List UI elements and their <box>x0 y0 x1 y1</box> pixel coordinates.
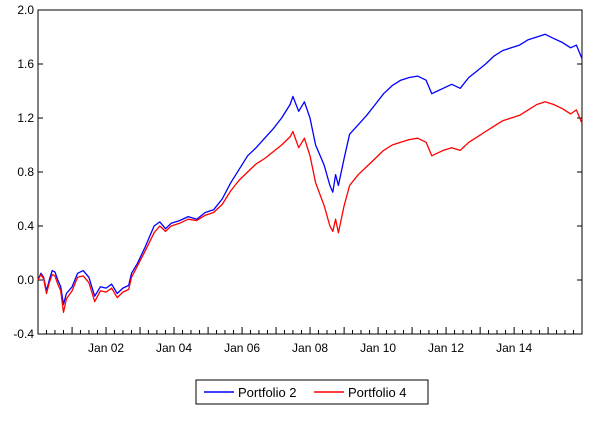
legend-box <box>195 379 429 405</box>
legend-label-portfolio-2: Portfolio 2 <box>238 385 297 400</box>
x-tick-label: Jan 04 <box>156 341 192 355</box>
plot-area: -0.40.00.40.81.21.62.0 Jan 02 Jan 04 Jan 0… <box>13 3 583 355</box>
series-layer <box>37 33 583 314</box>
x-tick-label: Jan 12 <box>428 341 464 355</box>
y-tick-label: 1.6 <box>17 57 34 71</box>
y-tick-label: 2.0 <box>17 3 34 17</box>
y-tick-label: -0.4 <box>13 327 34 341</box>
x-tick-label: Jan 08 <box>292 341 328 355</box>
y-tick-label: 0.4 <box>17 219 34 233</box>
legend-label-portfolio-4: Portfolio 4 <box>348 385 407 400</box>
x-tick-label: Jan 10 <box>360 341 396 355</box>
y-tick-label: 1.2 <box>17 111 34 125</box>
x-axis: Jan 02 Jan 04 Jan 06 Jan 08 Jan 10 Jan 12 Jan … <box>37 327 575 355</box>
y-tick-label: 0.8 <box>17 165 34 179</box>
legend: Portfolio 2 Portfolio 4 <box>195 379 429 405</box>
series-line-portfolio-2 <box>37 33 583 305</box>
y-tick-label: 0.0 <box>17 273 34 287</box>
x-tick-label: Jan 14 <box>496 341 532 355</box>
x-tick-label: Jan 02 <box>88 341 124 355</box>
x-tick-label: Jan 06 <box>224 341 260 355</box>
y-axis: -0.4 0.0 0.4 0.8 1.2 1.6 2.0 <box>13 3 582 341</box>
series-line-portfolio-4 <box>37 101 583 314</box>
